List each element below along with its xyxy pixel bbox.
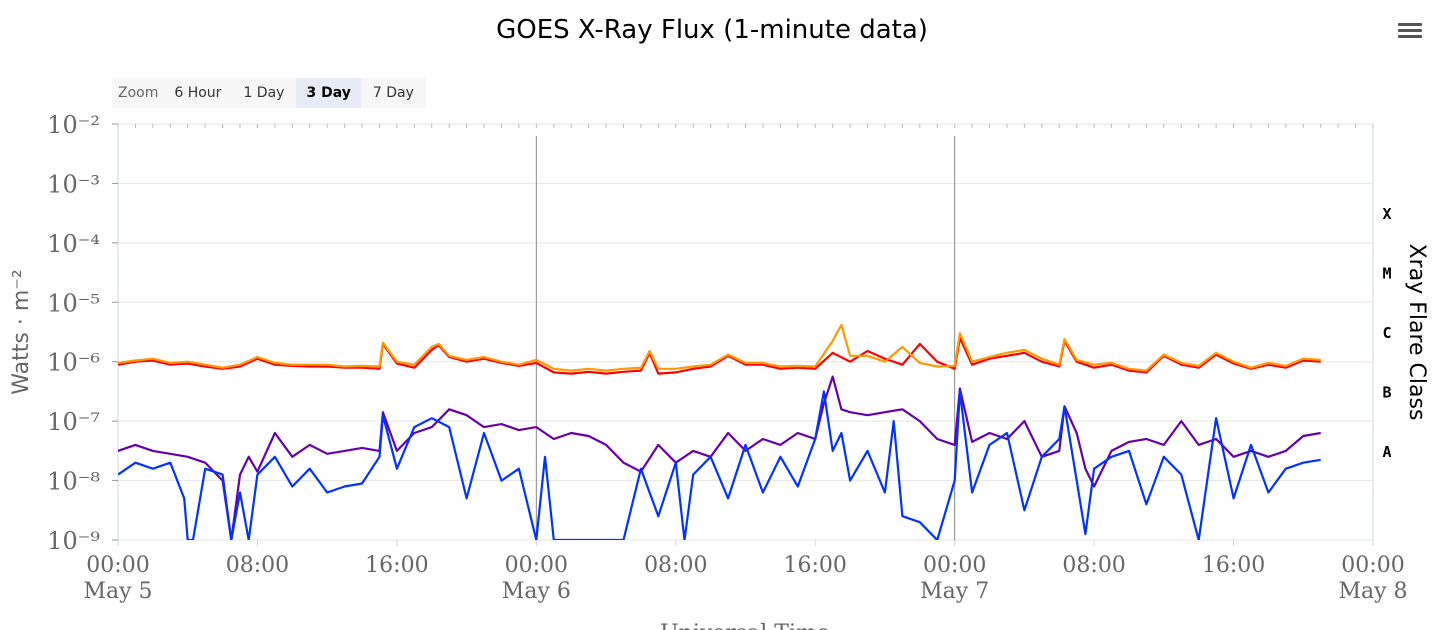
series-line-3 (118, 390, 1321, 540)
y-tick-label: 10⁻⁶ (47, 349, 100, 377)
x-tick-label: 16:00 (365, 553, 428, 578)
zoom-3-day-button[interactable]: 3 Day (296, 78, 361, 108)
y-tick-label: 10⁻³ (47, 170, 100, 198)
x-date-label: May 7 (920, 579, 989, 604)
zoom-6-hour-button[interactable]: 6 Hour (164, 78, 232, 108)
zoom-label: Zoom (118, 85, 159, 101)
x-tick-label: 16:00 (1202, 553, 1265, 578)
y-tick-label: 10⁻⁸ (47, 468, 100, 496)
x-date-label: May 8 (1338, 579, 1407, 604)
x-tick-label: 00:00 (86, 553, 149, 578)
series-line-1 (118, 323, 1321, 372)
x-tick-label: 16:00 (784, 553, 847, 578)
zoom-control: Zoom 6 Hour 1 Day 3 Day 7 Day (112, 78, 426, 108)
series-group (118, 323, 1321, 540)
flare-class-label: C (1382, 324, 1391, 342)
y-tick-label: 10⁻⁷ (47, 408, 100, 436)
y-tick-label: 10⁻⁵ (47, 289, 100, 317)
series-line-2 (118, 375, 1321, 540)
plot-area (117, 123, 1374, 541)
x-date-label: May 5 (83, 579, 152, 604)
hamburger-menu-icon[interactable] (1398, 20, 1422, 42)
flare-class-label: M (1382, 265, 1391, 283)
y-axis-title: Watts · m⁻² (9, 269, 34, 394)
zoom-1-day-button[interactable]: 1 Day (233, 78, 295, 108)
chart-title: GOES X-Ray Flux (1-minute data) (496, 15, 928, 45)
zoom-7-day-button[interactable]: 7 Day (362, 78, 424, 108)
x-tick-label: 00:00 (505, 553, 568, 578)
x-tick-label: 08:00 (644, 553, 707, 578)
x-tick-label: 08:00 (1062, 553, 1125, 578)
flare-class-label: A (1382, 443, 1391, 461)
y-tick-label: 10⁻² (47, 111, 100, 139)
flare-class-label: X (1382, 205, 1391, 223)
x-date-label: May 6 (502, 579, 571, 604)
x-tick-label: 08:00 (226, 553, 289, 578)
right-axis-title: Xray Flare Class (1404, 244, 1429, 421)
y-tick-label: 10⁻⁹ (47, 527, 100, 555)
flare-class-label: B (1382, 383, 1391, 401)
series-line-0 (118, 336, 1321, 375)
x-axis-title: Universal Time (660, 621, 830, 630)
x-tick-label: 00:00 (1341, 553, 1404, 578)
y-tick-label: 10⁻⁴ (47, 230, 100, 258)
x-tick-label: 00:00 (923, 553, 986, 578)
